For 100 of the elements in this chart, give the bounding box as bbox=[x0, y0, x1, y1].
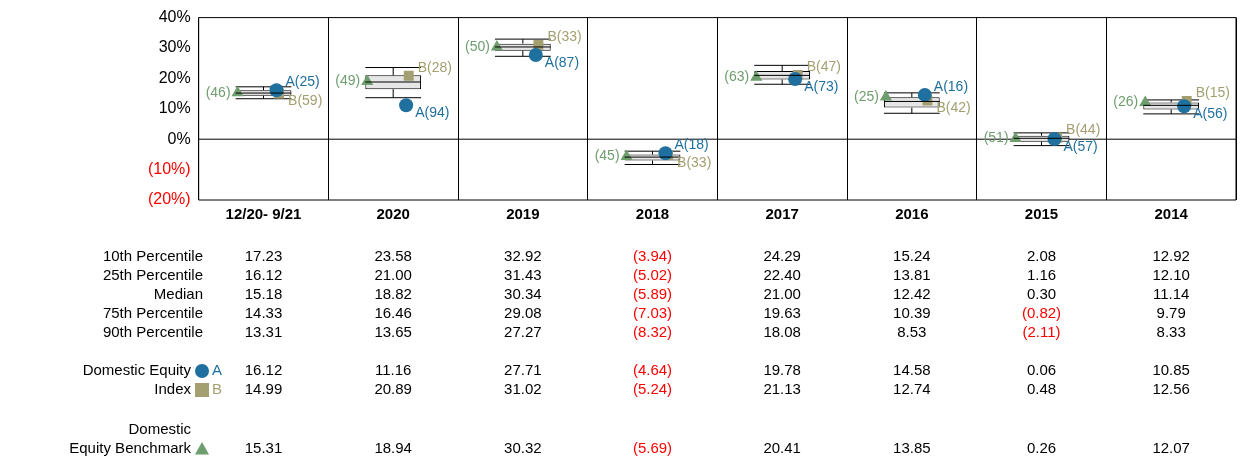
data-label: 0.48 bbox=[1026, 380, 1057, 398]
annotation: B(33) bbox=[547, 27, 582, 44]
text: (8.32) bbox=[632, 323, 673, 341]
annotation: (45) bbox=[594, 147, 620, 164]
text: 15.18 bbox=[244, 285, 283, 303]
data-label: 12.74 bbox=[893, 380, 931, 398]
x-tick-label: 2018 bbox=[635, 205, 670, 223]
x-tick-label: 2019 bbox=[506, 205, 540, 223]
data-label: 20.89 bbox=[374, 380, 412, 398]
annotation: (50) bbox=[465, 37, 490, 54]
text: 15.24 bbox=[893, 247, 931, 265]
text: 10th Percentile bbox=[102, 247, 203, 265]
data-label: 19.78 bbox=[763, 361, 801, 379]
text: 13.31 bbox=[244, 323, 283, 341]
x-tick-label: 2015 bbox=[1024, 205, 1059, 223]
text: 25th Percentile bbox=[102, 266, 203, 284]
annotation: A(87) bbox=[544, 53, 580, 70]
text: 8.33 bbox=[1156, 323, 1186, 341]
y-tick-label: (20%) bbox=[147, 190, 191, 208]
text: 13.81 bbox=[893, 266, 931, 284]
data-label: 0.26 bbox=[1026, 439, 1057, 457]
text: 23.58 bbox=[374, 247, 412, 265]
x-tick-label: 2014 bbox=[1154, 205, 1189, 223]
x-tick-label: 2016 bbox=[895, 205, 929, 223]
text: 22.40 bbox=[763, 266, 801, 284]
text: 32.92 bbox=[504, 247, 542, 265]
text: 16.46 bbox=[374, 304, 412, 322]
annotation: B(28) bbox=[417, 58, 452, 75]
legend-label: Domestic Equity bbox=[82, 361, 192, 379]
annotation: B(42) bbox=[936, 99, 971, 116]
x-tick-label: 12/20- 9/21 bbox=[225, 205, 302, 223]
data-label: 20.41 bbox=[763, 439, 801, 457]
text: (5.02) bbox=[632, 266, 673, 284]
annotation: A(73) bbox=[804, 77, 839, 94]
text: Median bbox=[153, 285, 203, 303]
data-label: 21.13 bbox=[763, 380, 801, 398]
data-label: 15.31 bbox=[244, 439, 283, 457]
text: 31.43 bbox=[504, 266, 542, 284]
data-label: 12.07 bbox=[1152, 439, 1190, 457]
annotation: A(94) bbox=[415, 104, 450, 121]
data-label: 27.71 bbox=[504, 361, 542, 379]
text: B bbox=[212, 380, 223, 398]
data-label: 31.02 bbox=[504, 380, 542, 398]
text: 12.92 bbox=[1152, 247, 1190, 265]
data-label: (5.24) bbox=[632, 380, 673, 398]
annotation: B(15) bbox=[1195, 83, 1230, 100]
data-label: 16.12 bbox=[244, 361, 283, 379]
y-tick-label: (10%) bbox=[147, 160, 191, 178]
y-tick-label: 20% bbox=[158, 68, 191, 86]
legend-label: Domestic Equity Benchmark bbox=[69, 420, 192, 457]
data-label: 13.85 bbox=[893, 439, 931, 457]
annotation: A(57) bbox=[1063, 137, 1098, 154]
text: 8.53 bbox=[897, 323, 927, 341]
data-label: 12.56 bbox=[1152, 380, 1190, 398]
annotation: A(18) bbox=[674, 136, 709, 153]
text: 0.30 bbox=[1026, 285, 1057, 303]
x-tick-label: 2017 bbox=[765, 205, 799, 223]
text: 27.27 bbox=[504, 323, 542, 341]
text: 14.33 bbox=[244, 304, 283, 322]
x-tick-label: 2020 bbox=[376, 205, 410, 223]
text: 16.12 bbox=[244, 266, 283, 284]
text: 90th Percentile bbox=[102, 323, 203, 341]
legend-label: Index bbox=[154, 380, 192, 398]
text: 17.23 bbox=[244, 247, 283, 265]
annotation: (46) bbox=[205, 83, 231, 100]
text: 12.10 bbox=[1152, 266, 1190, 284]
text: 24.29 bbox=[763, 247, 801, 265]
annotation: (25) bbox=[854, 87, 879, 104]
data-label: 14.58 bbox=[893, 361, 931, 379]
annotation: B(33) bbox=[677, 153, 712, 170]
text: (3.94) bbox=[632, 247, 673, 265]
annotation: A(56) bbox=[1193, 105, 1228, 122]
y-tick-label: 10% bbox=[158, 99, 191, 117]
text: 30.34 bbox=[504, 285, 542, 303]
data-label: 14.99 bbox=[244, 380, 283, 398]
annotation: B(59) bbox=[288, 92, 323, 109]
data-label: 10.85 bbox=[1152, 361, 1190, 379]
annotation: B(47) bbox=[806, 57, 841, 74]
text: 9.79 bbox=[1156, 304, 1186, 322]
text: 2.08 bbox=[1026, 247, 1057, 265]
annotation: A(16) bbox=[933, 77, 969, 94]
y-tick-label: 40% bbox=[158, 8, 191, 26]
y-tick-label: 0% bbox=[167, 129, 191, 147]
data-label: (4.64) bbox=[632, 361, 673, 379]
text: 18.08 bbox=[763, 323, 801, 341]
text: 12.42 bbox=[893, 285, 931, 303]
annotation: B(44) bbox=[1066, 120, 1101, 137]
text: A bbox=[212, 361, 223, 379]
text: 21.00 bbox=[763, 285, 801, 303]
text: (0.82) bbox=[1021, 304, 1062, 322]
text: 19.63 bbox=[763, 304, 801, 322]
annotation: (49) bbox=[335, 72, 361, 89]
annotation: (63) bbox=[724, 68, 750, 85]
data-label: 18.94 bbox=[374, 439, 412, 457]
text: 11.14 bbox=[1152, 285, 1190, 303]
text: 1.16 bbox=[1026, 266, 1057, 284]
text: 21.00 bbox=[374, 266, 412, 284]
data-label: (5.69) bbox=[632, 439, 673, 457]
annotation: (26) bbox=[1113, 93, 1139, 110]
text: (5.89) bbox=[632, 285, 673, 303]
